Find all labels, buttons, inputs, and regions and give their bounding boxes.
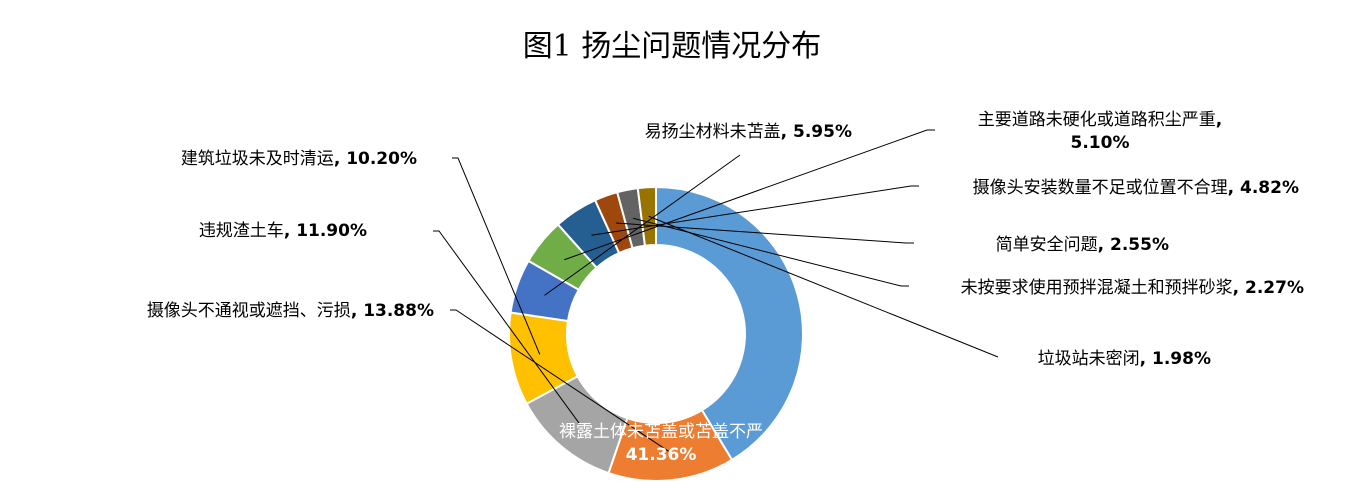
data-label-value-7: , 2.55% bbox=[1098, 235, 1169, 255]
data-label-value-0: 41.36% bbox=[626, 445, 697, 465]
slices-group bbox=[508, 185, 804, 482]
data-label-name-8: 未按要求使用预拌混凝土和预拌砂浆 bbox=[961, 277, 1233, 298]
leader-line-5 bbox=[564, 129, 935, 261]
data-label-name-5: 主要道路未硬化或道路积尘严重 bbox=[978, 110, 1216, 130]
data-label-8: 未按要求使用预拌混凝土和预拌砂浆, 2.27% bbox=[961, 277, 1304, 298]
data-label-value-3: , 10.20% bbox=[334, 149, 417, 169]
data-label-3: 建筑垃圾未及时清运, 10.20% bbox=[181, 149, 417, 169]
data-label-name-1: 摄像头不通视或遮挡、污损 bbox=[147, 301, 351, 321]
data-labels-group: 裸露土体未苫盖或苫盖不严 41.36% 摄像头不通视或遮挡、污损, 13.88% 违规… bbox=[147, 110, 1304, 465]
data-label-value-9: , 1.98% bbox=[1140, 349, 1211, 369]
data-label-name-2: 违规渣土车 bbox=[199, 221, 284, 241]
data-label-5: 主要道路未硬化或道路积尘严重, 5.10% bbox=[978, 110, 1222, 153]
data-label-value-8: , 2.27% bbox=[1233, 278, 1304, 298]
leader-line-7 bbox=[615, 222, 914, 244]
leader-line-8 bbox=[632, 217, 909, 287]
data-label-1: 摄像头不通视或遮挡、污损, 13.88% bbox=[147, 301, 434, 321]
data-label-4: 易扬尘材料未苫盖, 5.95% bbox=[645, 122, 852, 142]
slice-0 bbox=[655, 185, 804, 462]
leader-lines-group bbox=[433, 129, 999, 452]
data-label-9: 垃圾站未密闭, 1.98% bbox=[1038, 349, 1211, 369]
data-label-name-9: 垃圾站未密闭 bbox=[1038, 349, 1140, 369]
chart-title: 图1 扬尘问题情况分布 bbox=[523, 29, 822, 64]
data-label-name-0: 裸露土体未苫盖或苫盖不严 bbox=[559, 422, 763, 442]
data-label-value-4: , 5.95% bbox=[781, 122, 852, 142]
slice-9 bbox=[636, 185, 657, 247]
leader-line-9 bbox=[648, 215, 999, 358]
leader-line-3 bbox=[452, 157, 541, 355]
data-label-value-6: , 4.82% bbox=[1228, 178, 1299, 198]
data-label-name-7: 简单安全问题 bbox=[996, 235, 1098, 255]
data-label-name-4: 易扬尘材料未苫盖 bbox=[645, 122, 781, 142]
leader-line-6 bbox=[591, 185, 919, 236]
data-label-name-3: 建筑垃圾未及时清运 bbox=[181, 149, 334, 169]
data-label-value-1: , 13.88% bbox=[351, 301, 434, 321]
data-label-0: 裸露土体未苫盖或苫盖不严 41.36% bbox=[559, 422, 763, 465]
data-label-6: 摄像头安装数量不足或位置不合理, 4.82% bbox=[973, 178, 1299, 198]
data-label-7: 简单安全问题, 2.55% bbox=[996, 235, 1169, 255]
leader-line-1 bbox=[450, 309, 669, 452]
leader-line-2 bbox=[433, 230, 581, 425]
data-label-value-5: 5.10% bbox=[1071, 133, 1130, 153]
data-label-2: 违规渣土车, 11.90% bbox=[199, 221, 367, 241]
data-label-name-6: 摄像头安装数量不足或位置不合理 bbox=[973, 178, 1228, 198]
data-label-value-2: , 11.90% bbox=[284, 221, 367, 241]
